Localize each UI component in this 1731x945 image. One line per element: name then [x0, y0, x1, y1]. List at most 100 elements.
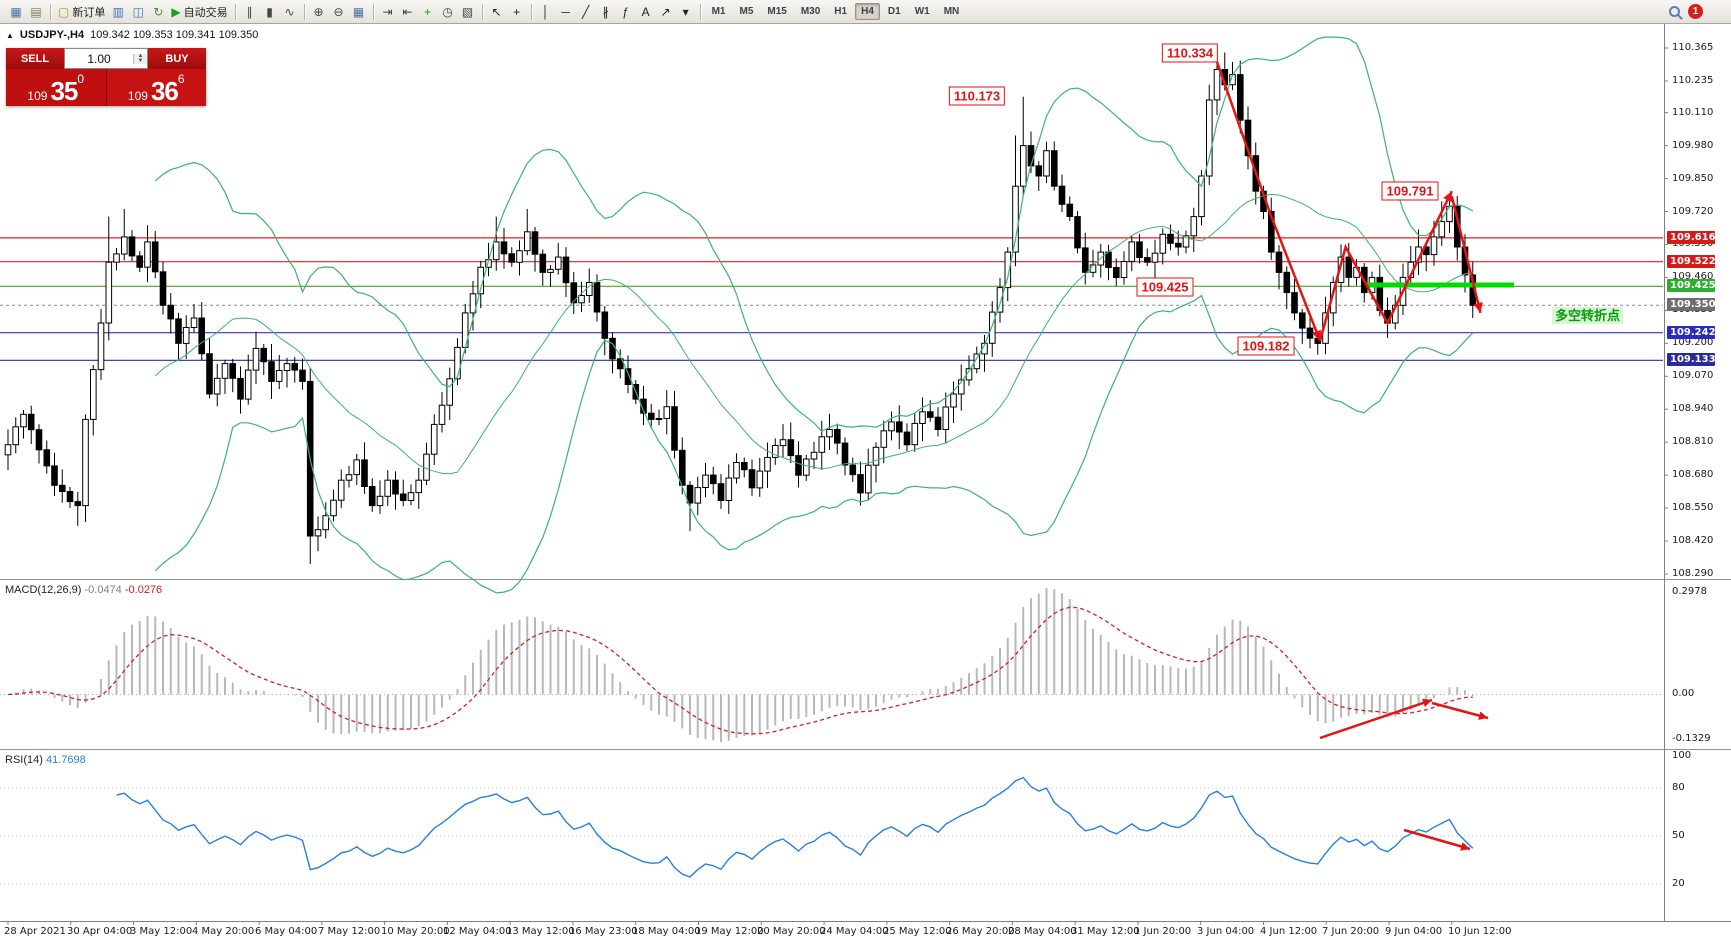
fibonacci-glyph: ƒ — [622, 4, 629, 19]
templates-glyph: ▧ — [461, 4, 474, 19]
trendline-glyph: ╱ — [581, 4, 590, 19]
timeframe-m5[interactable]: M5 — [739, 6, 754, 17]
sell-button[interactable]: SELL — [6, 48, 64, 69]
chart-shift-glyph: ⇤ — [402, 4, 413, 19]
period-settings-glyph: ◷ — [442, 4, 453, 19]
text-tool-glyph: A — [641, 4, 650, 19]
shapes-dropdown-glyph: ▾ — [682, 4, 689, 19]
arrows-tool-glyph: ↗ — [660, 4, 671, 19]
timeframe-h4[interactable]: H4 — [855, 3, 880, 20]
candlestick-type-icon[interactable]: ▮ — [260, 2, 280, 22]
timeframe-d1[interactable]: D1 — [887, 6, 901, 17]
vertical-line-icon[interactable]: │ — [536, 2, 556, 22]
toolbar-separator — [530, 3, 532, 20]
rsi-label: RSI(14) 41.7698 — [5, 754, 86, 766]
macd-label: MACD(12,26,9) -0.0474 -0.0276 — [5, 584, 163, 596]
crosshair-icon[interactable]: + — [507, 2, 527, 22]
arrows-tool-icon[interactable]: ↗ — [656, 2, 676, 22]
profiles-glyph: ▤ — [30, 4, 42, 19]
new-chart-glyph: ▦ — [10, 4, 22, 19]
zoom-out-icon[interactable]: ⊖ — [329, 2, 349, 22]
crosshair-glyph: + — [513, 4, 521, 19]
tile-windows-glyph: ▦ — [352, 4, 365, 19]
timeframe-h1[interactable]: H1 — [834, 6, 848, 17]
sell-price-main: 109 — [27, 89, 48, 103]
auto-scroll-glyph: ⇥ — [382, 4, 393, 19]
bar-chart-type-glyph: ∥ — [246, 4, 253, 19]
autotrading-icon[interactable]: ▶ 自动交易 — [168, 2, 230, 22]
market-watch-icon[interactable]: ▥ — [108, 2, 128, 22]
candlestick-type-glyph: ▮ — [266, 4, 273, 19]
search-icon[interactable] — [1669, 6, 1680, 17]
add-indicator-icon[interactable]: + — [418, 2, 438, 22]
one-click-trading-panel: SELL 1.00 ▲ ▼ BUY 109 35 0 109 36 6 — [6, 48, 206, 106]
tile-windows-icon[interactable]: ▦ — [349, 2, 369, 22]
new-order-label: 新订单 — [72, 6, 106, 19]
autotrading-glyph: ▶ — [171, 4, 181, 19]
volume-up-icon[interactable]: ▲ — [134, 53, 147, 59]
equidistant-channel-icon[interactable]: ∦ — [596, 2, 616, 22]
text-tool-icon[interactable]: A — [636, 2, 656, 22]
timeframe-w1[interactable]: W1 — [914, 6, 930, 17]
timeframe-m1[interactable]: M1 — [711, 6, 726, 17]
new-order-icon[interactable]: ▢ 新订单 — [55, 2, 108, 22]
buy-button[interactable]: BUY — [148, 48, 206, 69]
zoom-out-glyph: ⊖ — [333, 4, 344, 19]
templates-icon[interactable]: ▧ — [458, 2, 478, 22]
buy-price-big: 36 — [150, 76, 179, 106]
zoom-in-icon[interactable]: ⊕ — [309, 2, 329, 22]
symbol-name: USDJPY-,H4 — [19, 29, 85, 41]
buy-price[interactable]: 109 36 6 — [106, 69, 206, 106]
add-indicator-glyph: + — [424, 4, 432, 19]
sell-price-big: 35 — [50, 76, 78, 106]
autotrading-label: 自动交易 — [183, 6, 228, 19]
toolbar-separator — [699, 3, 701, 20]
timeframe-m15[interactable]: M15 — [767, 6, 787, 17]
market-watch-glyph: ▥ — [112, 4, 125, 19]
shapes-dropdown-icon[interactable]: ▾ — [676, 2, 696, 22]
sell-price[interactable]: 109 35 0 — [6, 69, 107, 106]
cursor-icon[interactable]: ↖ — [487, 2, 507, 22]
period-settings-icon[interactable]: ◷ — [438, 2, 458, 22]
line-chart-type-icon[interactable]: ∿ — [280, 2, 300, 22]
trendline-icon[interactable]: ╱ — [576, 2, 596, 22]
symbol-header: ▲ USDJPY-,H4 109.342 109.353 109.341 109… — [6, 29, 258, 41]
chart-shift-icon[interactable]: ⇤ — [398, 2, 418, 22]
vertical-line-glyph: │ — [541, 4, 550, 19]
sell-price-sup: 0 — [77, 72, 85, 86]
buy-price-sup: 6 — [177, 72, 185, 86]
horizontal-line-glyph: ─ — [561, 4, 570, 19]
equidistant-channel-glyph: ∦ — [602, 4, 609, 19]
auto-scroll-icon[interactable]: ⇥ — [378, 2, 398, 22]
notification-badge[interactable]: 1 — [1688, 4, 1703, 19]
timeframe-m30[interactable]: M30 — [800, 6, 821, 17]
new-order-glyph: ▢ — [58, 4, 70, 19]
horizontal-line-icon[interactable]: ─ — [556, 2, 576, 22]
volume-stepper[interactable]: ▲ ▼ — [133, 53, 147, 64]
top-toolbar: ▦ ▤ ▢ 新订单 ▥ ◫ ↻ ▶ 自动交易 ∥ ▮ ∿ ⊕ ⊖ ▦ ⇥ ⇤ + ◷ ▧ ↖ + │ ─ ╱ ∦ ƒ A ↗ ▾ M1 M5 M… — [0, 0, 1731, 24]
navigator-icon[interactable]: ◫ — [128, 2, 148, 22]
navigator-glyph: ◫ — [132, 4, 145, 19]
toolbar-separator — [50, 3, 51, 20]
volume-value[interactable]: 1.00 — [87, 51, 111, 66]
profiles-icon[interactable]: ▤ — [26, 2, 46, 22]
new-chart-icon[interactable]: ▦ — [6, 2, 26, 22]
toolbar-separator — [372, 3, 374, 20]
buy-price-main: 109 — [127, 89, 148, 103]
refresh-icon[interactable]: ↻ — [148, 2, 168, 22]
turning-point-note: 多空转折点 — [1552, 307, 1624, 324]
refresh-glyph: ↻ — [153, 4, 164, 19]
volume-down-icon[interactable]: ▼ — [134, 58, 147, 64]
volume-input[interactable]: 1.00 ▲ ▼ — [64, 48, 148, 69]
symbol-ohlc: 109.342 109.353 109.341 109.350 — [90, 29, 259, 41]
toolbar-separator — [481, 3, 483, 20]
fibonacci-icon[interactable]: ƒ — [616, 2, 636, 22]
bar-chart-type-icon[interactable]: ∥ — [240, 2, 260, 22]
cursor-glyph: ↖ — [491, 4, 502, 19]
line-chart-type-glyph: ∿ — [284, 4, 295, 19]
symbol-icon: ▲ — [6, 30, 14, 40]
timeframe-mn[interactable]: MN — [943, 6, 960, 17]
toolbar-separator — [234, 3, 236, 20]
